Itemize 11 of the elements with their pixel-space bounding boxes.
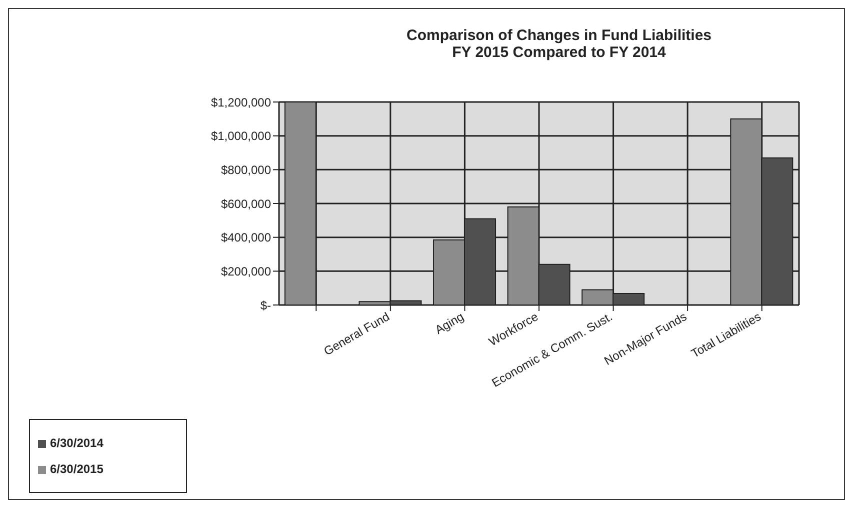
y-tick-label: $1,000,000 — [210, 129, 272, 144]
y-tick-label: $400,000 — [220, 230, 272, 245]
legend-label: 6/30/2015 — [50, 462, 104, 476]
chart-subtitle: FY 2015 Compared to FY 2014 — [451, 44, 667, 61]
y-tick-label: $600,000 — [220, 196, 272, 211]
y-tick-label: $800,000 — [220, 162, 272, 177]
y-tick-label: $1,200,000 — [210, 95, 272, 110]
chart-title: Comparison of Changes in Fund Liabilities — [405, 27, 713, 44]
legend-label: 6/30/2014 — [50, 436, 104, 450]
y-tick-label: $- — [260, 298, 271, 312]
y-tick-label: $200,000 — [220, 264, 272, 278]
